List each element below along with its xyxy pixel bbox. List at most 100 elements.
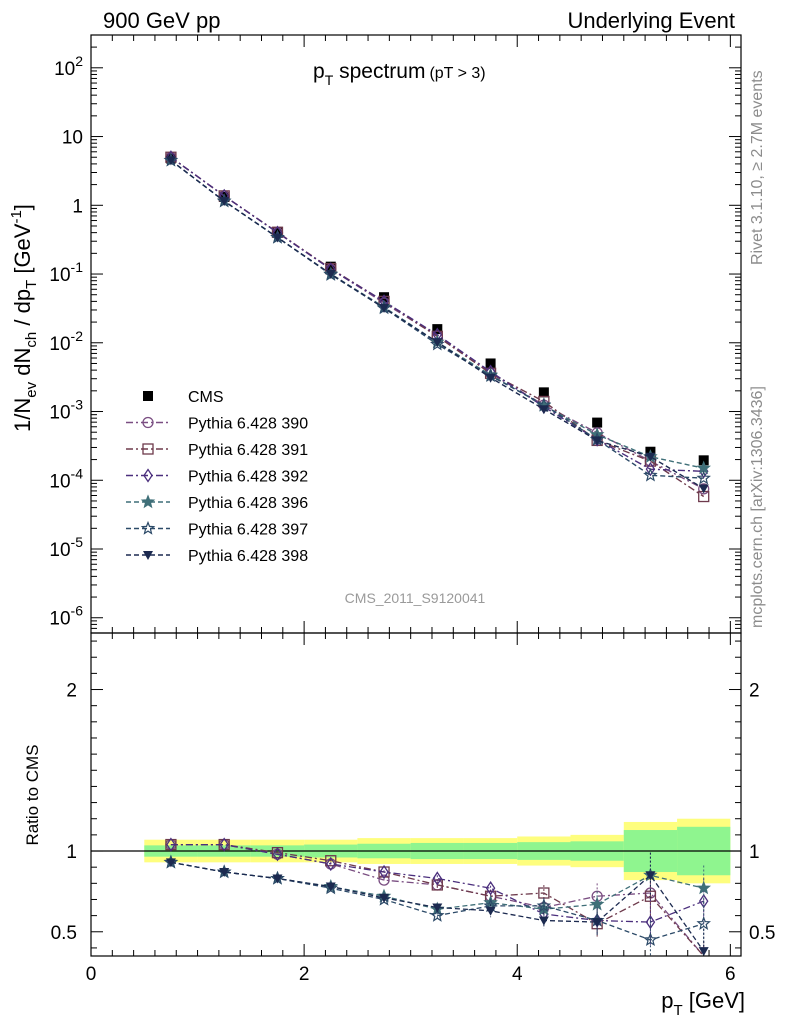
ratio-y-tick-label-right: 0.5 [749,923,775,944]
legend: CMS Pythia 6.428 390 Pythia 6.428 391 Pythi… [126,389,308,565]
ratio-pythia-6-428-391-point [325,855,337,867]
ratio-y-tick-label: 0.5 [51,923,77,944]
ratio-pythia-6-428-397-line [170,861,704,941]
ratio-pythia-6-428-398-point [645,871,656,881]
legend-pythia-6-428-398-marker [143,551,153,560]
legend-cms-label: CMS [188,389,224,406]
ratio-pythia-6-428-397-point [696,916,711,930]
y-tick-label: 1 [72,196,83,217]
series-pythia-6-428-398-point [485,373,496,383]
y-tick-label: 10 [62,128,83,149]
ratio-frame [90,632,742,957]
analysis-watermark: CMS_2011_S9120041 [345,590,486,606]
ratio-pythia-6-428-392-point [272,847,283,862]
series-pythia-6-428-398-point [219,197,230,207]
y-tick-label: 102 [54,53,83,80]
ratio-pythia-6-428-392-point [645,914,656,930]
ratio-pythia-6-428-392-point [485,880,496,896]
legend-pythia-6-428-392-label: Pythia 6.428 392 [188,469,308,486]
series-pythia-6-428-392-point [645,461,656,477]
ratio-pythia-6-428-398-point [538,916,549,926]
ratio-ylabel: Ratio to CMS [23,744,42,845]
title-p: p [313,60,325,83]
ratio-pythia-6-428-398-point [432,903,443,913]
x-tick-label: 4 [512,964,523,985]
legend-pythia-6-428-391-marker [142,443,154,455]
series-pythia-6-428-397-point [643,467,658,482]
ratio-pythia-6-428-398-point [485,906,496,916]
series-pythia-6-428-390-line [170,156,705,490]
legend-pythia-6-428-396-label: Pythia 6.428 396 [188,495,308,512]
x-tick-label: 0 [86,964,97,985]
ratio-pythia-6-428-392-point [219,837,229,852]
x-tick-label: 6 [725,964,736,985]
header-left: 900 GeV pp [103,8,220,33]
main-frame [90,34,742,634]
ratio-pythia-6-428-392-point [325,856,336,872]
y-tick-label: 10-2 [49,328,83,355]
x-axis-label: pT [GeV] [661,988,745,1019]
ratio-pythia-6-428-392-point [379,864,389,880]
series-pythia-6-428-398-point [645,452,656,462]
y-tick-label: 10-3 [49,397,83,424]
ratio-y-tick-label: 2 [66,681,77,702]
y-tick-label: 10-5 [49,534,83,561]
series-cms-point [485,358,496,369]
series-pythia-6-428-398-point [698,484,709,494]
legend-cms-marker [143,391,153,401]
y-tick-label: 10-1 [49,259,83,286]
title-sub-t: T [325,72,334,88]
ratio-pythia-6-428-398-point [592,918,603,928]
mcplots-label: mcplots.cern.ch [arXiv:1306.3436] [749,386,766,628]
ratio-pythia-6-428-396-point [696,880,711,895]
legend-pythia-6-428-397-label: Pythia 6.428 397 [188,522,308,539]
ratio-y-tick-label-right: 2 [749,681,760,702]
legend-pythia-6-428-391-label: Pythia 6.428 391 [188,442,308,459]
ratio-pythia-6-428-392-point [432,871,443,886]
series-pythia-6-428-398-point [538,405,549,415]
ratio-pythia-6-428-398-point [219,868,230,878]
legend-pythia-6-428-396-marker [140,494,156,509]
main-title: pT spectrum (pT > 3) [313,60,486,88]
y-tick-label: 10-4 [49,465,83,492]
legend-pythia-6-428-390-marker [142,416,154,429]
series-pythia-6-428-398-point [592,436,603,446]
ratio-y-tick-label: 1 [66,842,77,863]
legend-pythia-6-428-397-marker [140,520,156,535]
series-cms-point [698,455,709,466]
ratio-pythia-6-428-396-point [589,896,605,911]
ratio-pythia-6-428-398-point [379,893,390,903]
series-pythia-6-428-398-point [272,233,283,243]
series-pythia-6-428-398-point [325,270,336,280]
ratio-pythia-6-428-398-line [170,861,705,952]
ratio-panel: 0.5 0.5 1 1 2 2 0 2 4 6 [51,632,775,985]
ratio-pythia-6-428-398-point [325,882,336,892]
series-pythia-6-428-398-point [379,304,390,314]
x-tick-label: 2 [299,964,310,985]
series-pythia-6-428-390-point [698,483,710,495]
series-cms-point [379,292,390,303]
legend-pythia-6-428-392-marker [143,468,153,483]
ratio-pythia-6-428-390-point [378,874,390,886]
ratio-pythia-6-428-398-point [165,858,176,868]
main-ylabel: 1/Nev dNch / dpT [GeV-1] [8,204,40,432]
ratio-pythia-6-428-398-point [272,874,283,884]
rivet-label: Rivet 3.1.10, ≥ 2.7M events [749,70,766,265]
series-pythia-6-428-398-point [432,338,443,348]
ratio-pythia-6-428-392-point [166,837,176,852]
main-panel: 10-6 10-5 10-4 10-3 10-2 10-1 1 10 102 [49,34,742,634]
ratio-pythia-6-428-392-line [170,843,704,923]
ratio-pythia-6-428-397-point [536,898,552,913]
series-cms-point [592,417,603,428]
ratio-y-tick-label-right: 1 [749,842,760,863]
legend-pythia-6-428-398-label: Pythia 6.428 398 [188,548,308,565]
y-tick-label: 10-6 [49,603,83,630]
title-spectrum: spectrum [333,60,425,83]
header-right: Underlying Event [567,8,735,33]
title-suffix: (pT > 3) [429,65,485,82]
series-pythia-6-428-397-point [696,470,711,485]
ratio-pythia-6-428-397-point [643,932,658,947]
legend-pythia-6-428-390-label: Pythia 6.428 390 [188,416,308,433]
ratio-pythia-6-428-397-point [430,907,445,922]
series-cms-point [538,387,549,398]
